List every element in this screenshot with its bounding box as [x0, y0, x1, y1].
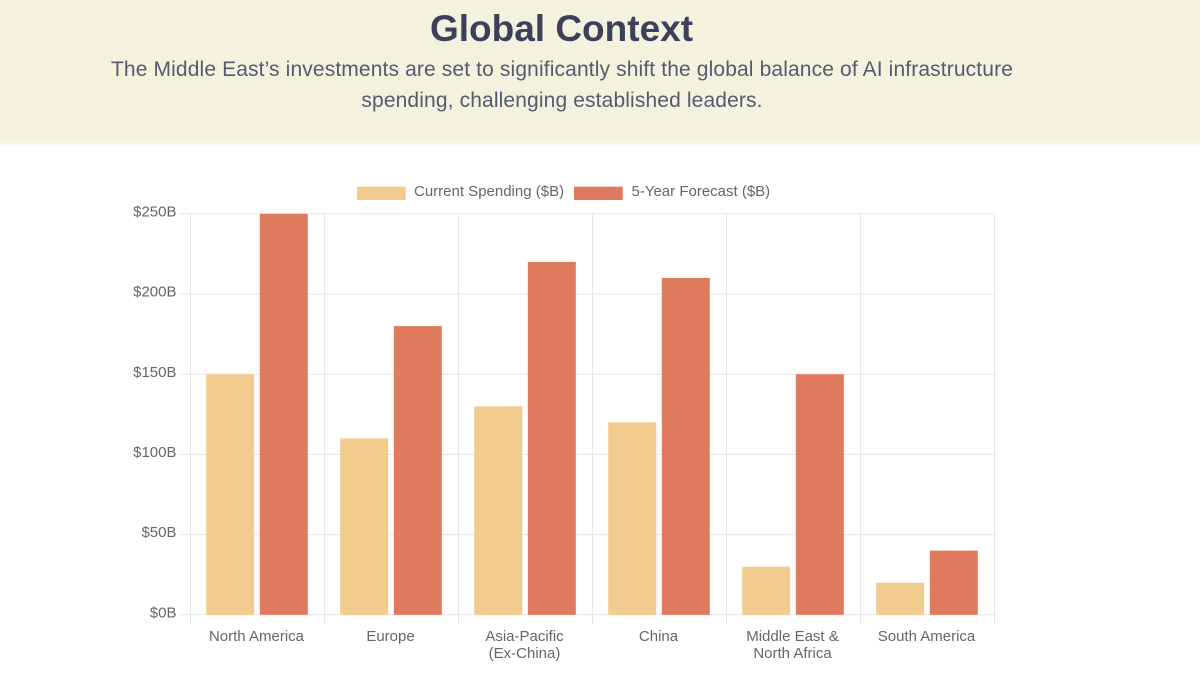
svg-text:$0B: $0B: [150, 604, 177, 621]
svg-text:China: China: [639, 628, 679, 645]
svg-text:Current Spending ($B): Current Spending ($B): [414, 183, 564, 200]
svg-text:(Ex-China): (Ex-China): [489, 645, 561, 662]
svg-text:North Africa: North Africa: [753, 645, 832, 662]
svg-text:$50B: $50B: [141, 524, 176, 541]
svg-text:$250B: $250B: [133, 203, 176, 220]
svg-text:$150B: $150B: [133, 364, 176, 381]
svg-text:$100B: $100B: [133, 444, 176, 461]
svg-text:South America: South America: [878, 628, 976, 645]
svg-text:North America: North America: [209, 628, 305, 645]
svg-text:$200B: $200B: [133, 284, 176, 301]
svg-text:Asia-Pacific: Asia-Pacific: [485, 628, 564, 645]
svg-text:5-Year Forecast ($B): 5-Year Forecast ($B): [632, 183, 771, 200]
svg-text:Europe: Europe: [366, 628, 414, 645]
svg-text:Middle East &: Middle East &: [746, 628, 839, 645]
